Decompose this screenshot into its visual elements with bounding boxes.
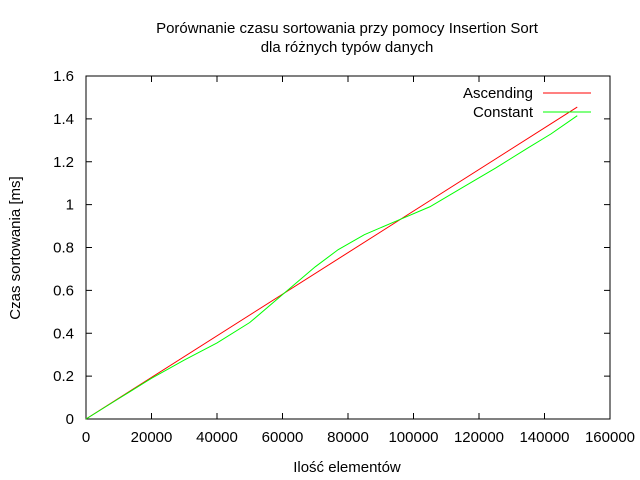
plot-frame (85, 75, 611, 420)
y-tick-label: 1.4 (53, 111, 74, 128)
x-tick-label: 80000 (327, 429, 369, 446)
x-tick-label: 140000 (519, 429, 569, 446)
y-tick-label: 1.2 (53, 154, 74, 171)
legend-label-ascending: Ascending (463, 85, 533, 102)
y-tick-label: 0.2 (53, 368, 74, 385)
x-tick-label: 120000 (454, 429, 504, 446)
y-tick-label: 0.6 (53, 282, 74, 299)
chart-title-line-1: Porównanie czasu sortowania przy pomocy … (156, 20, 539, 37)
x-axis: 0 20000 40000 60000 80000 100000 120000 140000 1… (82, 76, 635, 446)
series-line-constant (85, 115, 578, 420)
y-tick-label: 1.6 (53, 68, 74, 85)
series-lines (85, 106, 578, 420)
y-tick-label: 0 (66, 411, 74, 428)
x-tick-label: 100000 (388, 429, 438, 446)
y-axis-label: Czas sortowania [ms] (7, 176, 24, 319)
y-axis: 0 0.2 0.4 0.6 0.8 1 1.2 1.4 1.6 (53, 68, 610, 428)
x-tick-label: 0 (82, 429, 90, 446)
x-tick-label: 40000 (196, 429, 238, 446)
y-tick-label: 1 (66, 197, 74, 214)
x-tick-label: 20000 (131, 429, 173, 446)
y-tick-label: 0.4 (53, 325, 74, 342)
series-line-ascending (85, 106, 578, 420)
chart-title-line-2: dla różnych typów danych (261, 39, 434, 56)
x-axis-label: Ilość elementów (293, 459, 401, 476)
x-tick-label: 160000 (585, 429, 635, 446)
legend-label-constant: Constant (473, 104, 534, 121)
x-tick-label: 60000 (262, 429, 304, 446)
y-tick-label: 0.8 (53, 240, 74, 257)
legend: Ascending Constant (463, 85, 591, 121)
